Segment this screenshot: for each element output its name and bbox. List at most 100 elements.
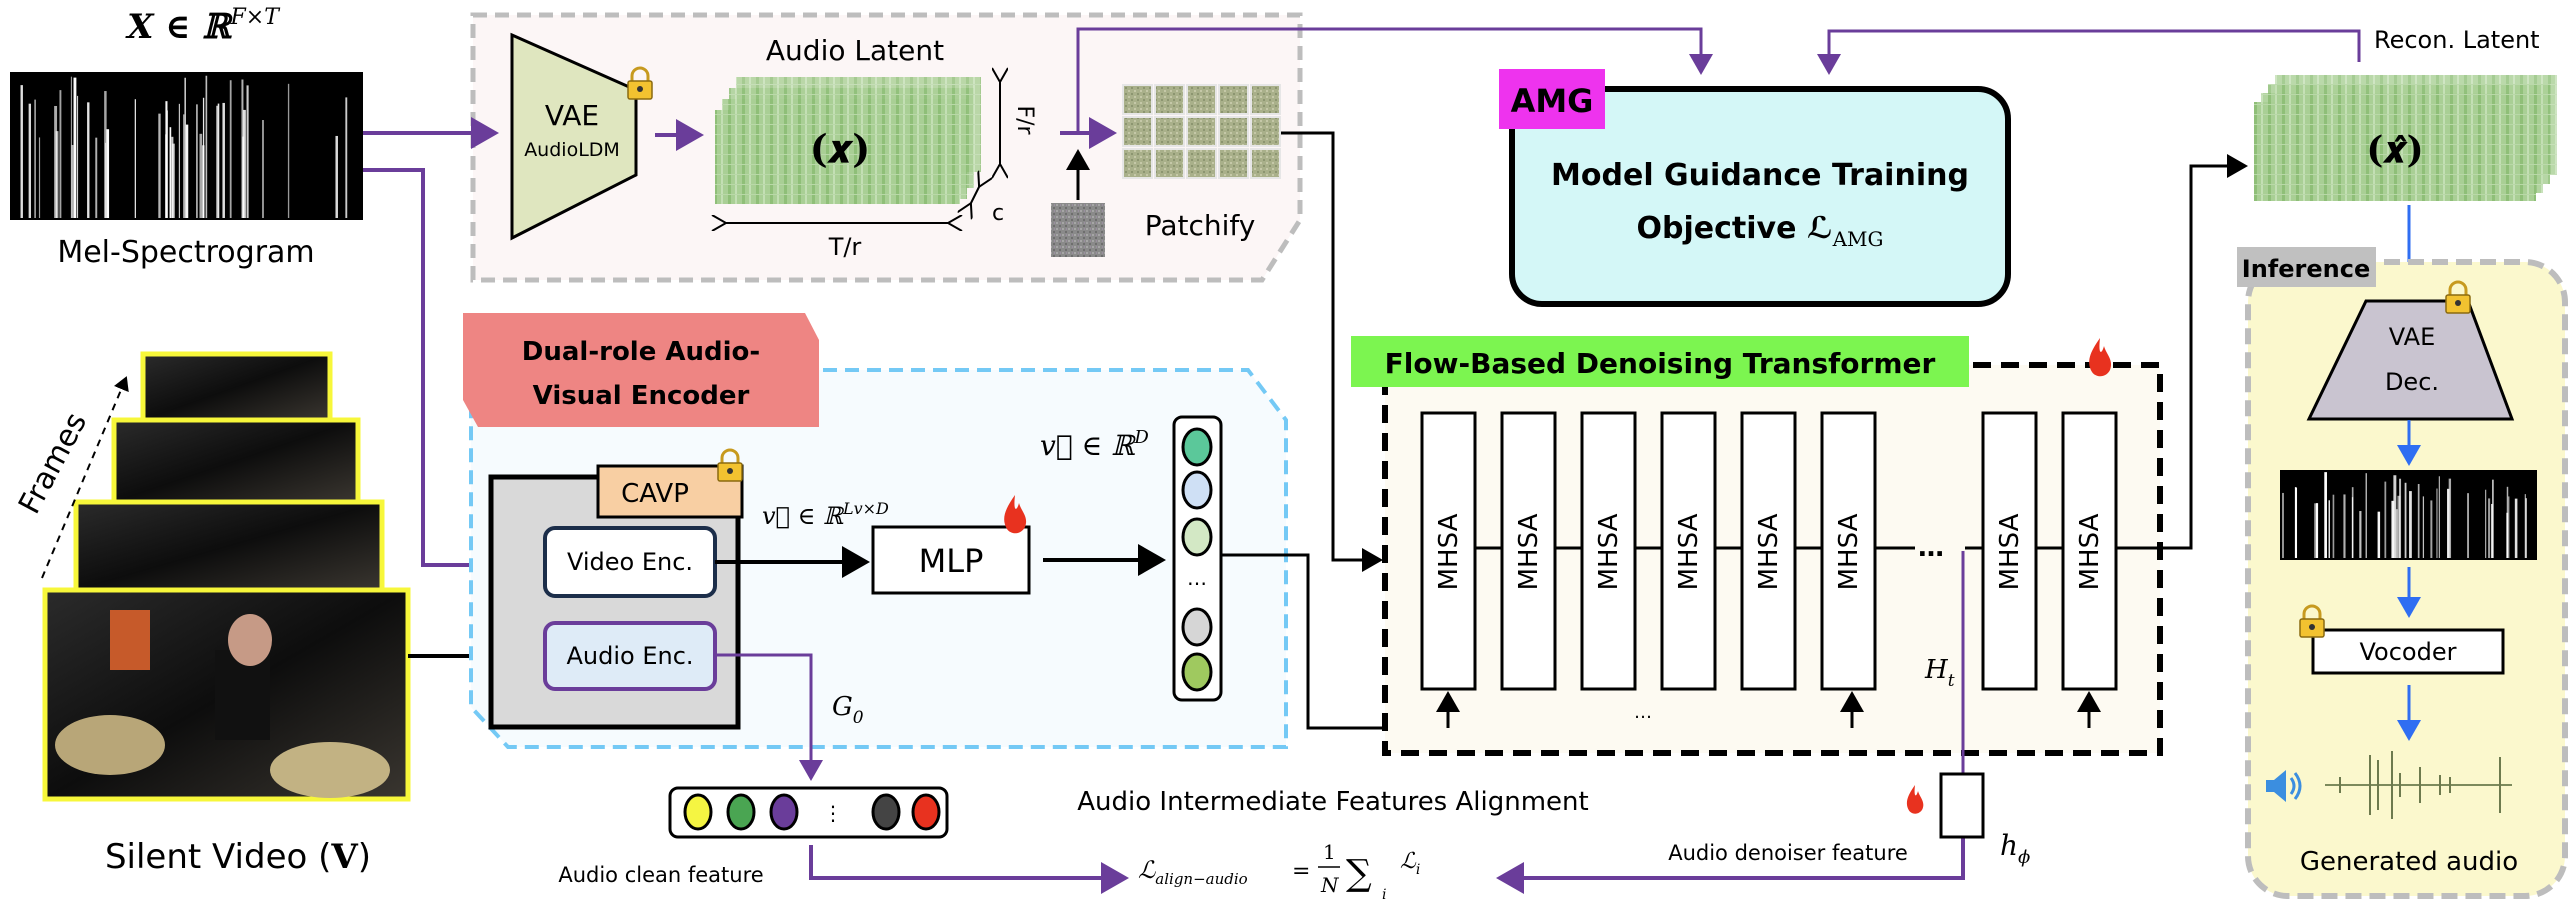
- transformer-to-recon-arrow: [2118, 154, 2248, 550]
- lock-icon: [717, 448, 743, 482]
- spectrogram-streak: [2399, 478, 2402, 558]
- clean-feature-token: [683, 793, 713, 831]
- feature-token: [1181, 427, 1213, 467]
- lock-icon: [2445, 280, 2471, 314]
- mhsa-block: MHSA: [1500, 411, 1557, 691]
- spectrogram-streak: [2508, 496, 2510, 558]
- mhsa-block: MHSA: [2061, 411, 2118, 691]
- spectrogram-streak: [171, 143, 175, 218]
- spectrogram-streak: [2332, 494, 2335, 558]
- video-encoder-label: Video Enc.: [567, 548, 693, 576]
- patch: [1154, 116, 1185, 147]
- patch: [1154, 148, 1185, 179]
- spectrogram-streak: [205, 75, 208, 218]
- spectrogram-streak: [241, 79, 244, 218]
- spectrogram-streak: [134, 99, 136, 218]
- clean-feature-token: [769, 793, 799, 831]
- amg-line1: Model Guidance Training: [1551, 158, 1969, 193]
- spectrogram-streak: [55, 131, 59, 218]
- spectrogram-streak: [2351, 497, 2354, 558]
- spectrogram-streak: [34, 99, 36, 218]
- patch: [1154, 84, 1185, 115]
- spectrogram-streak: [2328, 500, 2330, 558]
- spectrogram-streak: [2422, 496, 2425, 558]
- spectrogram-streak: [105, 142, 107, 218]
- mlp-block: [871, 525, 1031, 595]
- spectrogram-streak: [229, 80, 232, 218]
- spectrogram-streak: [243, 109, 246, 218]
- spectrogram-streak: [2384, 481, 2387, 558]
- mel-spectrogram-label: Mel-Spectrogram: [57, 235, 314, 270]
- clean-to-loss-arrow: [809, 845, 1129, 894]
- spectrogram-streak: [2395, 509, 2398, 558]
- vae-subtitle: AudioLDM: [524, 139, 620, 161]
- blocks-ellipsis: …: [1918, 533, 1944, 563]
- feature-token: [1181, 652, 1213, 692]
- vae-decoder: [2306, 299, 2515, 421]
- mhsa-block: MHSA: [1820, 411, 1877, 691]
- spectrogram-streak: [169, 127, 172, 218]
- spectrogram-streak: [178, 103, 180, 218]
- spectrogram-streak: [2525, 498, 2527, 558]
- flame-icon: [2089, 338, 2112, 377]
- clean-feature-token: [911, 793, 941, 831]
- spectrogram-streak: [87, 102, 90, 218]
- mhsa-label: MHSA: [1754, 513, 1784, 590]
- spectrogram-streak: [2404, 482, 2407, 558]
- recon-latent-label: Recon. Latent: [2374, 26, 2540, 54]
- alignment-formula: ℒalign−audio = 1 N ∑ i ℒi: [1138, 840, 1420, 900]
- spectrogram-streak: [77, 95, 79, 218]
- mhsa-label: MHSA: [1995, 513, 2025, 590]
- spectrogram-streak: [2417, 483, 2420, 558]
- spectrogram-streak: [185, 124, 189, 218]
- spectrogram-streak: [2397, 495, 2401, 558]
- spectrogram-streak: [222, 102, 225, 218]
- audio-clean-feature-label: Audio clean feature: [558, 863, 763, 887]
- spectrogram-streak: [2294, 487, 2297, 558]
- spectrogram-streak: [2393, 475, 2397, 558]
- spectrogram-streak: [262, 120, 264, 218]
- audio-denoiser-feature-label: Audio denoiser feature: [1668, 841, 1908, 865]
- denoiser-to-loss-arrow: [1496, 837, 1965, 894]
- spectrogram-streak: [73, 77, 77, 218]
- spectrogram-streak: [202, 145, 205, 218]
- lock-icon: [627, 66, 653, 100]
- recon-latent-stack: [2254, 75, 2557, 201]
- recon-symbol: (𝒙̂): [2366, 129, 2423, 171]
- feature-token: [1181, 470, 1213, 510]
- spectrogram-streak: [184, 77, 186, 218]
- mhsa-label: MHSA: [2075, 513, 2105, 590]
- patch: [1250, 116, 1281, 147]
- spectrogram-streak: [2524, 494, 2526, 558]
- patch: [1122, 84, 1153, 115]
- vae-title: VAE: [545, 99, 599, 132]
- vae-decoder-label1: VAE: [2389, 323, 2435, 351]
- amg-line2: Objective ℒAMG: [1637, 211, 1884, 251]
- spectrogram-streak: [2282, 492, 2284, 558]
- spectrogram-streak: [183, 114, 185, 218]
- mhsa-block: MHSA: [1740, 411, 1797, 691]
- patch: [1122, 116, 1153, 147]
- encoder-tag-line2: Visual Encoder: [533, 381, 750, 411]
- g0-label: G0: [832, 692, 864, 728]
- h-phi-projector: [1939, 772, 1985, 839]
- noise-image: [1051, 203, 1105, 257]
- formula-term: ℒi: [1400, 849, 1420, 878]
- vae-decoder-label2: Dec.: [2385, 368, 2439, 396]
- h-phi-label: hϕ: [2000, 829, 2030, 868]
- patch-to-transformer-arrow: [1281, 131, 1383, 572]
- alignment-title: Audio Intermediate Features Alignment: [1077, 787, 1588, 817]
- spectrogram-streak: [246, 85, 249, 218]
- t-dim-label: T/r: [828, 233, 862, 261]
- audio-enc-to-clean-arrow: [715, 653, 823, 781]
- patch: [1218, 116, 1249, 147]
- v-seq-math: v⃗ ∈ ℝLv×D: [762, 499, 889, 530]
- spectrogram-streak: [2467, 493, 2469, 558]
- spectrogram-streak: [2491, 503, 2494, 558]
- spectrogram-streak: [28, 103, 31, 218]
- mhsa-label: MHSA: [1514, 513, 1544, 590]
- spectrogram-streak: [165, 101, 168, 218]
- spectrogram-streak: [59, 90, 62, 218]
- formula-sum-index: i: [1382, 887, 1386, 900]
